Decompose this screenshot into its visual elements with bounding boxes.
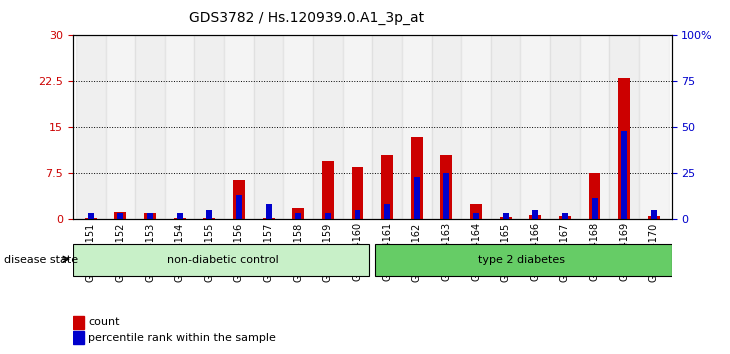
Bar [580,35,610,219]
Text: count: count [88,317,120,327]
Bar [559,216,571,219]
Text: disease state: disease state [4,255,78,265]
Bar [618,78,630,219]
Text: percentile rank within the sample: percentile rank within the sample [88,333,276,343]
Bar [295,213,301,219]
Bar [233,179,245,219]
Bar [313,35,342,219]
Bar [470,204,482,219]
Bar [165,35,194,219]
Bar [292,209,304,219]
Bar [224,35,254,219]
Bar [529,215,541,219]
Bar [73,244,369,276]
Bar [372,35,402,219]
Bar [144,213,156,219]
Bar [263,218,274,219]
Bar [520,35,550,219]
Bar [461,35,491,219]
Bar [473,213,479,219]
Bar [85,218,96,219]
Bar [194,35,224,219]
Bar [325,213,331,219]
Bar [115,212,126,219]
Bar [73,316,84,329]
Bar [588,173,601,219]
Bar [500,217,512,219]
Bar [384,204,390,219]
Bar [355,210,361,219]
Text: non-diabetic control: non-diabetic control [166,255,279,265]
Bar [402,35,431,219]
Text: type 2 diabetes: type 2 diabetes [478,255,566,265]
Bar [532,210,538,219]
Bar [610,35,639,219]
Bar [550,35,580,219]
Bar [414,177,420,219]
Bar [443,173,450,219]
Bar [236,195,242,219]
Bar [135,35,165,219]
Bar [431,35,461,219]
Bar [254,35,283,219]
Bar [174,218,185,219]
Bar [322,161,334,219]
Bar [648,216,660,219]
Bar [562,213,568,219]
Bar [411,137,423,219]
Bar [440,155,453,219]
Bar [106,35,135,219]
Bar [381,155,393,219]
Bar [88,213,93,219]
Bar [503,213,509,219]
Bar [491,35,520,219]
Bar [639,35,669,219]
Bar [591,198,598,219]
Bar [651,210,657,219]
Bar [73,331,84,344]
Bar [352,167,364,219]
Bar [375,244,672,276]
Bar [147,213,153,219]
Bar [342,35,372,219]
Bar [621,131,627,219]
Bar [118,213,123,219]
Text: GDS3782 / Hs.120939.0.A1_3p_at: GDS3782 / Hs.120939.0.A1_3p_at [189,11,424,25]
Bar [207,210,212,219]
Bar [204,218,215,219]
Bar [266,204,272,219]
Bar [283,35,313,219]
Bar [76,35,106,219]
Bar [177,213,182,219]
